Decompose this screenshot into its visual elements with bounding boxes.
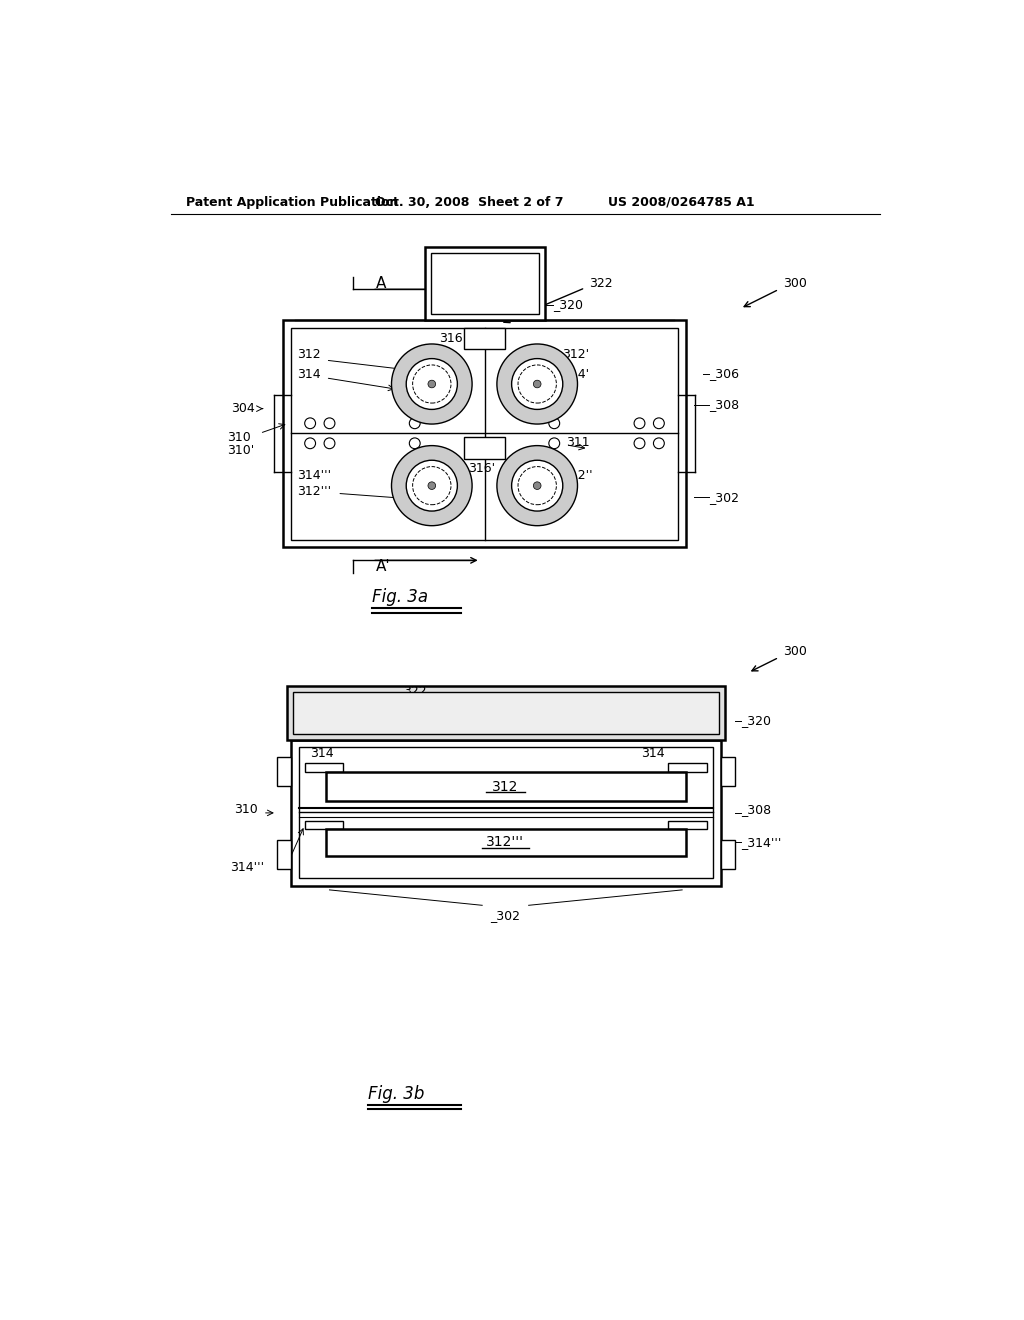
Text: US 2008/0264785 A1: US 2008/0264785 A1: [608, 195, 755, 209]
Circle shape: [518, 364, 556, 403]
Circle shape: [324, 418, 335, 429]
Text: 312''': 312''': [486, 836, 524, 849]
Bar: [283, 321, 686, 548]
Text: _308: _308: [710, 399, 739, 412]
Bar: [326, 772, 686, 801]
Text: 300: 300: [783, 645, 807, 659]
Text: 312''': 312''': [297, 484, 331, 498]
Text: 314': 314': [562, 367, 589, 380]
Bar: [669, 763, 707, 772]
Text: _320: _320: [741, 714, 771, 727]
Circle shape: [413, 466, 451, 504]
Circle shape: [497, 446, 578, 525]
Text: 316': 316': [468, 462, 496, 475]
Bar: [721, 840, 735, 869]
Text: A': A': [376, 558, 390, 574]
Text: 310: 310: [227, 430, 251, 444]
Circle shape: [653, 418, 665, 429]
Bar: [721, 756, 735, 785]
Circle shape: [634, 438, 645, 449]
Text: 314: 314: [297, 367, 321, 380]
Circle shape: [534, 380, 541, 388]
Text: 312: 312: [297, 348, 321, 362]
Text: Fig. 3b: Fig. 3b: [369, 1085, 425, 1104]
Text: 316: 316: [439, 333, 463, 345]
Text: 312': 312': [562, 348, 589, 362]
Text: _302: _302: [710, 491, 739, 504]
Text: 310': 310': [227, 444, 254, 457]
Text: 304: 304: [231, 403, 255, 416]
Text: 314''': 314''': [297, 469, 331, 482]
Text: Oct. 30, 2008  Sheet 2 of 7: Oct. 30, 2008 Sheet 2 of 7: [375, 195, 563, 209]
Bar: [464, 327, 505, 350]
Text: 314''': 314''': [230, 861, 264, 874]
Circle shape: [305, 418, 315, 429]
Text: _308: _308: [741, 803, 771, 816]
Text: A: A: [376, 276, 386, 290]
Circle shape: [518, 466, 556, 504]
Circle shape: [324, 438, 335, 449]
Text: Fig. 3a: Fig. 3a: [372, 589, 428, 606]
Circle shape: [534, 482, 541, 490]
Bar: [293, 692, 719, 734]
Text: 312: 312: [493, 780, 518, 793]
Circle shape: [407, 461, 458, 511]
Circle shape: [634, 418, 645, 429]
Circle shape: [549, 438, 560, 449]
Circle shape: [497, 345, 578, 424]
Text: 311: 311: [566, 436, 590, 449]
Bar: [276, 840, 291, 869]
Bar: [276, 756, 291, 785]
Circle shape: [305, 438, 315, 449]
Bar: [299, 747, 713, 878]
Bar: [326, 829, 686, 857]
Circle shape: [407, 359, 458, 409]
Text: 322: 322: [403, 685, 427, 698]
Circle shape: [410, 418, 420, 429]
Text: 314: 314: [641, 747, 665, 760]
Bar: [305, 763, 343, 772]
Text: _302: _302: [490, 908, 520, 921]
Circle shape: [549, 418, 560, 429]
Text: 314'': 314'': [535, 496, 565, 510]
Text: 322: 322: [589, 277, 612, 289]
Bar: [291, 327, 678, 540]
Circle shape: [413, 364, 451, 403]
Text: 310: 310: [234, 803, 258, 816]
Text: 312'': 312'': [562, 469, 593, 482]
Text: Patent Application Publication: Patent Application Publication: [186, 195, 398, 209]
Circle shape: [512, 461, 563, 511]
Bar: [431, 253, 539, 314]
Circle shape: [410, 438, 420, 449]
Bar: [305, 821, 343, 829]
Text: _314''': _314''': [741, 836, 781, 849]
Text: 314: 314: [310, 747, 334, 760]
Circle shape: [653, 438, 665, 449]
Circle shape: [428, 380, 435, 388]
Text: _320: _320: [553, 298, 583, 312]
Bar: [669, 821, 707, 829]
Bar: [425, 247, 545, 321]
Bar: [464, 437, 505, 459]
Circle shape: [391, 446, 472, 525]
Circle shape: [512, 359, 563, 409]
Text: _306: _306: [710, 367, 739, 380]
Circle shape: [428, 482, 435, 490]
Text: 300: 300: [783, 277, 807, 289]
Circle shape: [391, 345, 472, 424]
Bar: [287, 686, 725, 739]
Bar: [291, 739, 721, 886]
